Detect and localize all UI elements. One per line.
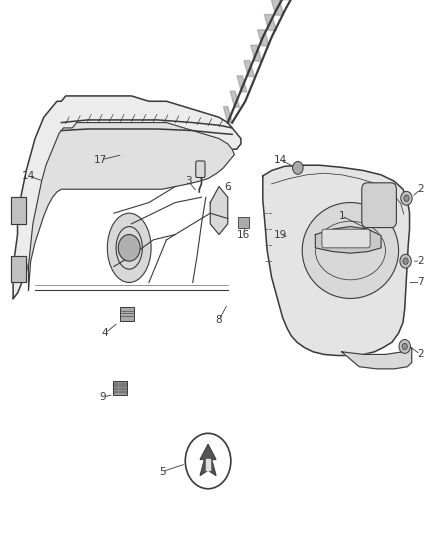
FancyBboxPatch shape — [322, 229, 370, 248]
Circle shape — [118, 235, 140, 261]
Text: 6: 6 — [224, 182, 231, 191]
Text: 5: 5 — [159, 467, 166, 477]
Polygon shape — [230, 91, 240, 107]
Text: 14: 14 — [274, 155, 287, 165]
Text: 2: 2 — [417, 350, 424, 359]
Polygon shape — [28, 123, 234, 290]
Circle shape — [185, 433, 231, 489]
Polygon shape — [210, 187, 228, 235]
Text: 2: 2 — [417, 256, 424, 266]
Text: 8: 8 — [215, 315, 223, 325]
Circle shape — [402, 343, 407, 350]
Polygon shape — [271, 0, 284, 15]
Polygon shape — [265, 14, 276, 30]
Circle shape — [401, 191, 412, 205]
Circle shape — [403, 258, 408, 264]
Polygon shape — [237, 76, 247, 92]
Text: 2: 2 — [417, 184, 424, 194]
Text: 17: 17 — [94, 155, 107, 165]
FancyBboxPatch shape — [238, 217, 249, 228]
Circle shape — [399, 340, 410, 353]
Text: 7: 7 — [417, 278, 424, 287]
Text: 19: 19 — [274, 230, 287, 239]
Polygon shape — [244, 61, 254, 77]
Polygon shape — [223, 107, 232, 123]
Polygon shape — [251, 45, 261, 61]
Circle shape — [400, 254, 411, 268]
Circle shape — [293, 161, 303, 174]
Text: 14: 14 — [22, 171, 35, 181]
Text: 9: 9 — [99, 392, 106, 402]
Polygon shape — [315, 227, 381, 253]
FancyBboxPatch shape — [113, 381, 127, 395]
Polygon shape — [11, 256, 26, 282]
Polygon shape — [258, 30, 269, 46]
Ellipse shape — [302, 203, 399, 298]
FancyBboxPatch shape — [362, 183, 396, 228]
Circle shape — [404, 195, 409, 201]
FancyBboxPatch shape — [120, 307, 134, 321]
Polygon shape — [13, 96, 241, 298]
Text: 1: 1 — [338, 211, 345, 221]
Polygon shape — [11, 197, 26, 224]
Text: 3: 3 — [185, 176, 192, 186]
Polygon shape — [200, 445, 216, 475]
Text: 16: 16 — [237, 230, 250, 239]
Polygon shape — [342, 348, 412, 369]
Polygon shape — [263, 165, 410, 356]
Polygon shape — [206, 459, 210, 470]
Ellipse shape — [107, 213, 151, 282]
FancyBboxPatch shape — [196, 161, 205, 177]
Text: 4: 4 — [102, 328, 109, 338]
